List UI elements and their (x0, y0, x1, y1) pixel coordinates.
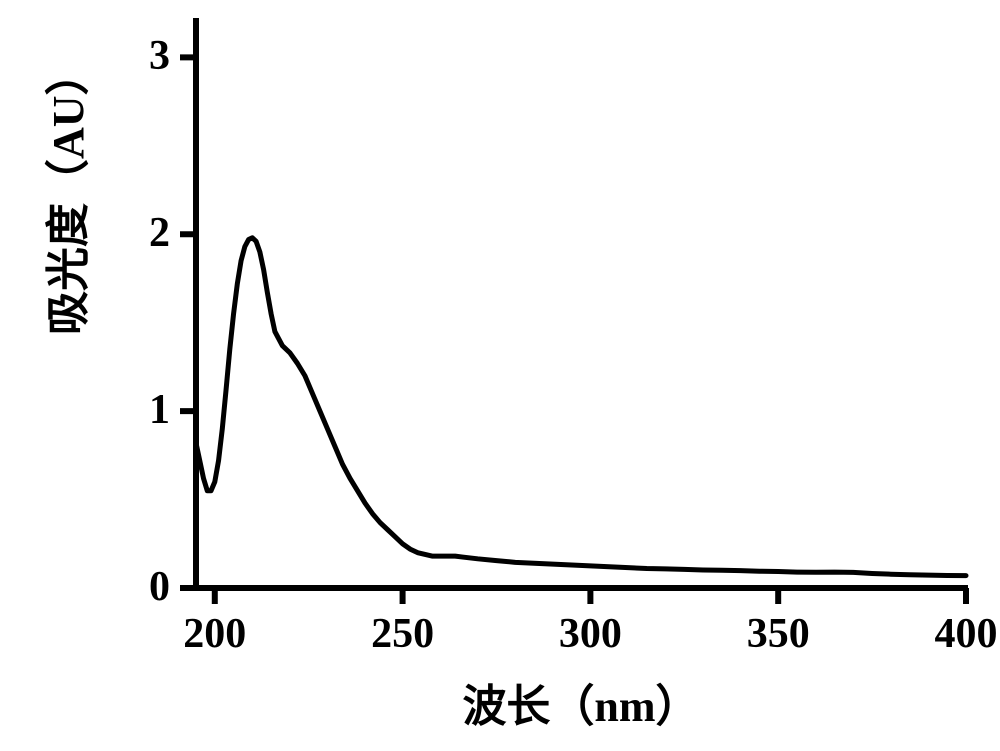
x-tick-label: 350 (733, 610, 823, 658)
spectrum-line-chart (0, 0, 1000, 751)
y-tick-label: 1 (149, 386, 170, 434)
spectrum-line (196, 238, 966, 576)
x-tick-label: 300 (545, 610, 635, 658)
x-tick-label: 400 (921, 610, 1000, 658)
y-axis-label: 吸光度（AU） (32, 275, 96, 335)
chart-container: 吸光度（AU） 波长（nm） 0 1 2 3 200 250 300 350 400 (0, 0, 1000, 751)
x-axis-label: 波长（nm） (431, 670, 731, 734)
y-tick-label: 0 (149, 563, 170, 611)
x-tick-label: 250 (358, 610, 448, 658)
x-tick-label: 200 (170, 610, 260, 658)
y-tick-label: 2 (149, 209, 170, 257)
y-tick-label: 3 (149, 32, 170, 80)
